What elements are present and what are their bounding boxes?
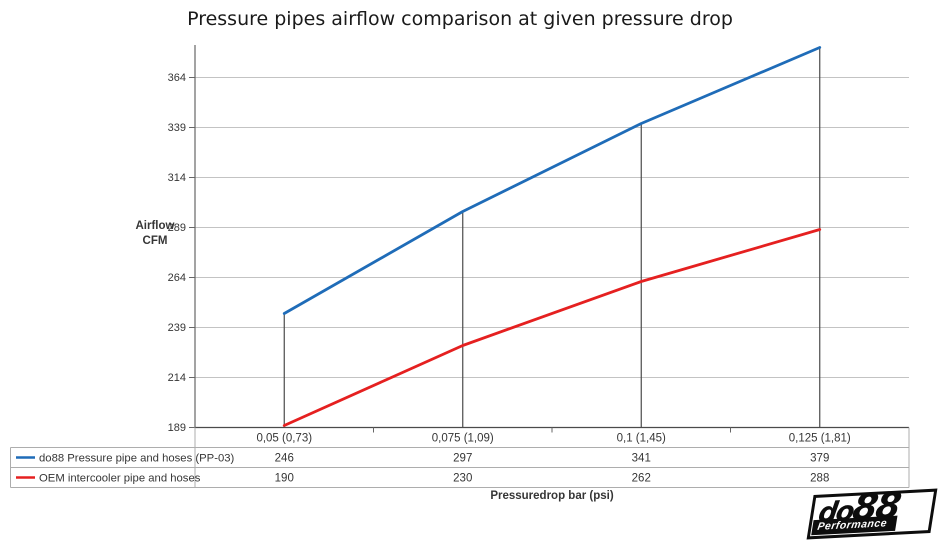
legend-label: do88 Pressure pipe and hoses (PP-03) — [39, 453, 235, 465]
table-value: 341 — [632, 453, 651, 465]
legend-label: OEM intercooler pipe and hoses — [39, 473, 201, 485]
series-line — [282, 228, 822, 427]
x-category-label: 0,05 (0,73) — [256, 433, 312, 445]
x-axis-title: Pressuredrop bar (psi) — [490, 490, 614, 502]
table-value: 379 — [810, 453, 829, 465]
y-tick-label: 264 — [168, 272, 186, 284]
y-tick-label: 214 — [168, 372, 186, 384]
chart-title: Pressure pipes airflow comparison at giv… — [187, 8, 733, 30]
y-tick-label: 364 — [168, 72, 186, 84]
table-value: 230 — [453, 473, 472, 485]
table-value: 262 — [632, 473, 651, 485]
table-value: 190 — [275, 473, 294, 485]
y-tick-label: 339 — [168, 122, 186, 134]
y-axis-title-line2: CFM — [142, 235, 168, 247]
x-category-label: 0,125 (1,81) — [789, 433, 851, 445]
series-line — [282, 46, 822, 315]
y-tick-label: 239 — [168, 322, 186, 334]
do88-logo: do88 Performance — [806, 485, 938, 540]
table-value: 297 — [453, 453, 472, 465]
y-axis-title: Airflow CFM — [123, 219, 187, 249]
table-value: 246 — [275, 453, 294, 465]
y-axis-title-line1: Airflow — [135, 220, 175, 232]
y-tick-label: 189 — [168, 422, 186, 434]
x-category-label: 0,1 (1,45) — [617, 433, 666, 445]
y-tick-label: 289 — [168, 222, 186, 234]
x-category-label: 0,075 (1,09) — [432, 433, 494, 445]
table-value: 288 — [810, 473, 829, 485]
y-tick-label: 314 — [168, 172, 186, 184]
